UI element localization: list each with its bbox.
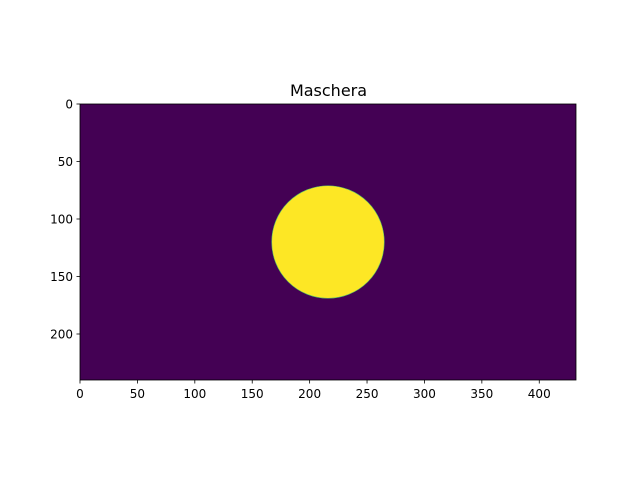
x-tick-label: 150 xyxy=(241,387,264,401)
y-tick-label: 50 xyxy=(58,155,73,169)
y-tick-label: 100 xyxy=(50,213,73,227)
x-tick-label: 300 xyxy=(413,387,436,401)
plot-frame xyxy=(79,103,577,381)
y-tick-label: 0 xyxy=(65,98,73,112)
y-axis: 0 50 100 150 200 xyxy=(50,98,80,342)
x-tick-label: 350 xyxy=(470,387,493,401)
mask-circle xyxy=(271,185,385,299)
x-tick-label: 250 xyxy=(356,387,379,401)
y-tick-label: 150 xyxy=(50,270,73,284)
x-tick-label: 200 xyxy=(298,387,321,401)
x-tick-label: 100 xyxy=(183,387,206,401)
x-axis: 0 50 100 150 200 250 300 350 400 xyxy=(76,380,551,401)
y-tick-label: 200 xyxy=(50,328,73,342)
plot-area xyxy=(80,104,576,380)
x-tick-label: 50 xyxy=(130,387,145,401)
chart-title: Maschera xyxy=(290,81,367,100)
x-tick-label: 0 xyxy=(76,387,84,401)
x-tick-label: 400 xyxy=(528,387,551,401)
